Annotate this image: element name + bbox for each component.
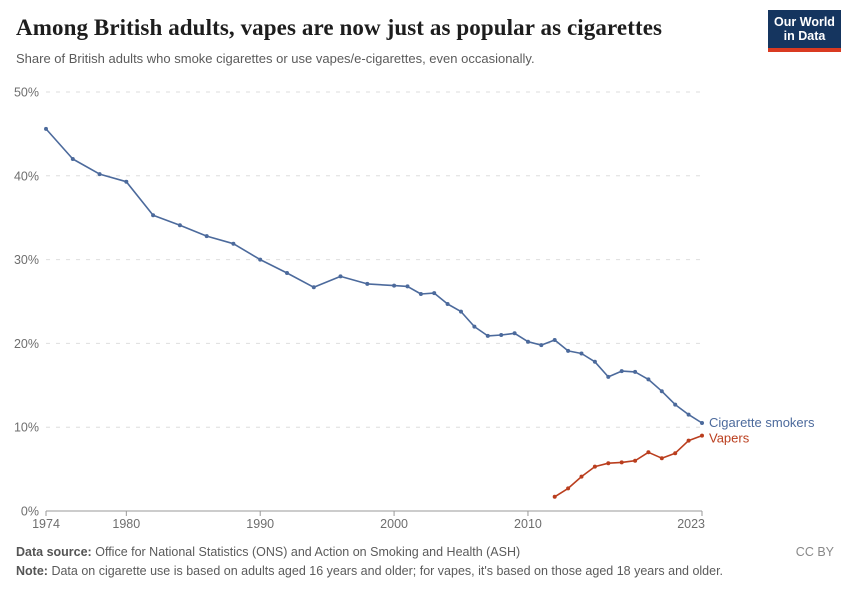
data-point-cigarette-smokers-2009: [512, 331, 517, 336]
chart-subtitle: Share of British adults who smoke cigare…: [16, 51, 535, 66]
data-point-cigarette-smokers-1988: [231, 241, 236, 246]
data-point-cigarette-smokers-2011: [539, 343, 544, 348]
data-point-cigarette-smokers-2012: [552, 338, 557, 342]
x-axis-label-2010: 2010: [514, 517, 542, 531]
data-point-cigarette-smokers-1978: [97, 172, 102, 177]
data-point-cigarette-smokers-1984: [177, 223, 182, 228]
data-point-vapers-2023: [700, 433, 704, 438]
x-axis-label-1990: 1990: [246, 517, 274, 531]
data-point-cigarette-smokers-1980: [124, 179, 129, 184]
data-point-vapers-2012: [552, 494, 557, 499]
data-point-cigarette-smokers-2018: [633, 369, 638, 374]
data-point-vapers-2017: [619, 460, 624, 465]
data-point-cigarette-smokers-2013: [566, 348, 571, 353]
y-axis-label-10: 10%: [14, 421, 39, 435]
line-chart: 0% 10% 20% 30% 40% 50% 1974 1980 1990 2000 2010 202…: [14, 86, 815, 532]
data-point-vapers-2021: [673, 451, 678, 456]
data-point-vapers-2013: [566, 486, 571, 491]
data-point-cigarette-smokers-2008: [499, 333, 504, 337]
owid-logo-line1: Our World: [774, 15, 835, 29]
data-point-cigarette-smokers-1994: [311, 285, 316, 290]
data-point-vapers-2016: [606, 461, 611, 466]
chart-footer: CC BY Data source: Office for National S…: [16, 543, 834, 581]
page-title: Among British adults, vapes are now just…: [16, 15, 663, 40]
license-badge: CC BY: [795, 545, 834, 559]
data-point-cigarette-smokers-2021: [673, 402, 678, 407]
data-point-cigarette-smokers-1996: [338, 274, 343, 279]
data-point-vapers-2014: [579, 474, 584, 479]
data-point-cigarette-smokers-1976: [70, 157, 75, 161]
x-axis-label-1974: 1974: [32, 517, 60, 531]
data-point-cigarette-smokers-2017: [619, 369, 624, 374]
data-point-vapers-2019: [646, 450, 651, 455]
x-axis-label-2023: 2023: [677, 517, 705, 531]
data-point-vapers-2018: [633, 458, 638, 463]
y-axis-label-20: 20%: [14, 337, 39, 351]
data-point-cigarette-smokers-2005: [459, 309, 463, 314]
y-axis-label-50: 50%: [14, 86, 39, 100]
data-point-cigarette-smokers-1974: [44, 126, 48, 131]
data-point-cigarette-smokers-2006: [472, 324, 477, 329]
data-point-cigarette-smokers-2014: [579, 351, 584, 356]
series-line-vapers: [553, 434, 703, 498]
owid-logo: Our World in Data: [768, 10, 841, 52]
series-label-vapers: Vapers: [709, 431, 750, 446]
series-label-cigarette-smokers: Cigarette smokers: [709, 415, 815, 430]
y-axis-label-0: 0%: [21, 505, 39, 519]
data-point-cigarette-smokers-2019: [646, 377, 651, 382]
data-source-text: Office for National Statistics (ONS) and…: [95, 545, 521, 559]
data-source-line: CC BY Data source: Office for National S…: [16, 543, 834, 562]
data-point-cigarette-smokers-2007: [485, 333, 490, 338]
data-point-vapers-2022: [686, 438, 691, 443]
y-axis-label-30: 30%: [14, 253, 39, 267]
data-point-cigarette-smokers-2020: [659, 389, 664, 394]
data-point-cigarette-smokers-2002: [418, 292, 423, 296]
data-point-cigarette-smokers-1982: [151, 213, 156, 218]
note-line: Note: Data on cigarette use is based on …: [16, 562, 834, 581]
data-point-vapers-2020: [659, 456, 664, 461]
data-point-cigarette-smokers-2010: [526, 339, 530, 344]
note-text: Data on cigarette use is based on adults…: [51, 564, 724, 578]
x-axis-label-1980: 1980: [112, 517, 140, 531]
data-point-cigarette-smokers-2015: [592, 359, 597, 364]
data-point-vapers-2015: [592, 464, 597, 469]
note-label: Note:: [16, 564, 48, 578]
data-point-cigarette-smokers-2003: [432, 291, 437, 296]
data-point-cigarette-smokers-2022: [686, 412, 691, 417]
data-point-cigarette-smokers-1998: [365, 281, 370, 286]
data-point-cigarette-smokers-2001: [405, 284, 410, 289]
y-axis-label-40: 40%: [14, 169, 39, 183]
data-point-cigarette-smokers-2004: [445, 302, 450, 306]
owid-logo-line2: in Data: [783, 29, 826, 43]
data-point-cigarette-smokers-2016: [606, 374, 611, 379]
data-point-cigarette-smokers-2023: [700, 421, 704, 425]
series-line-cigarette-smokers: [45, 128, 703, 424]
data-source-label: Data source:: [16, 545, 92, 559]
x-axis-label-2000: 2000: [380, 517, 408, 531]
data-point-cigarette-smokers-1986: [204, 234, 209, 239]
data-point-cigarette-smokers-2000: [392, 283, 397, 288]
data-point-cigarette-smokers-1990: [258, 257, 263, 262]
data-point-cigarette-smokers-1992: [285, 271, 289, 275]
